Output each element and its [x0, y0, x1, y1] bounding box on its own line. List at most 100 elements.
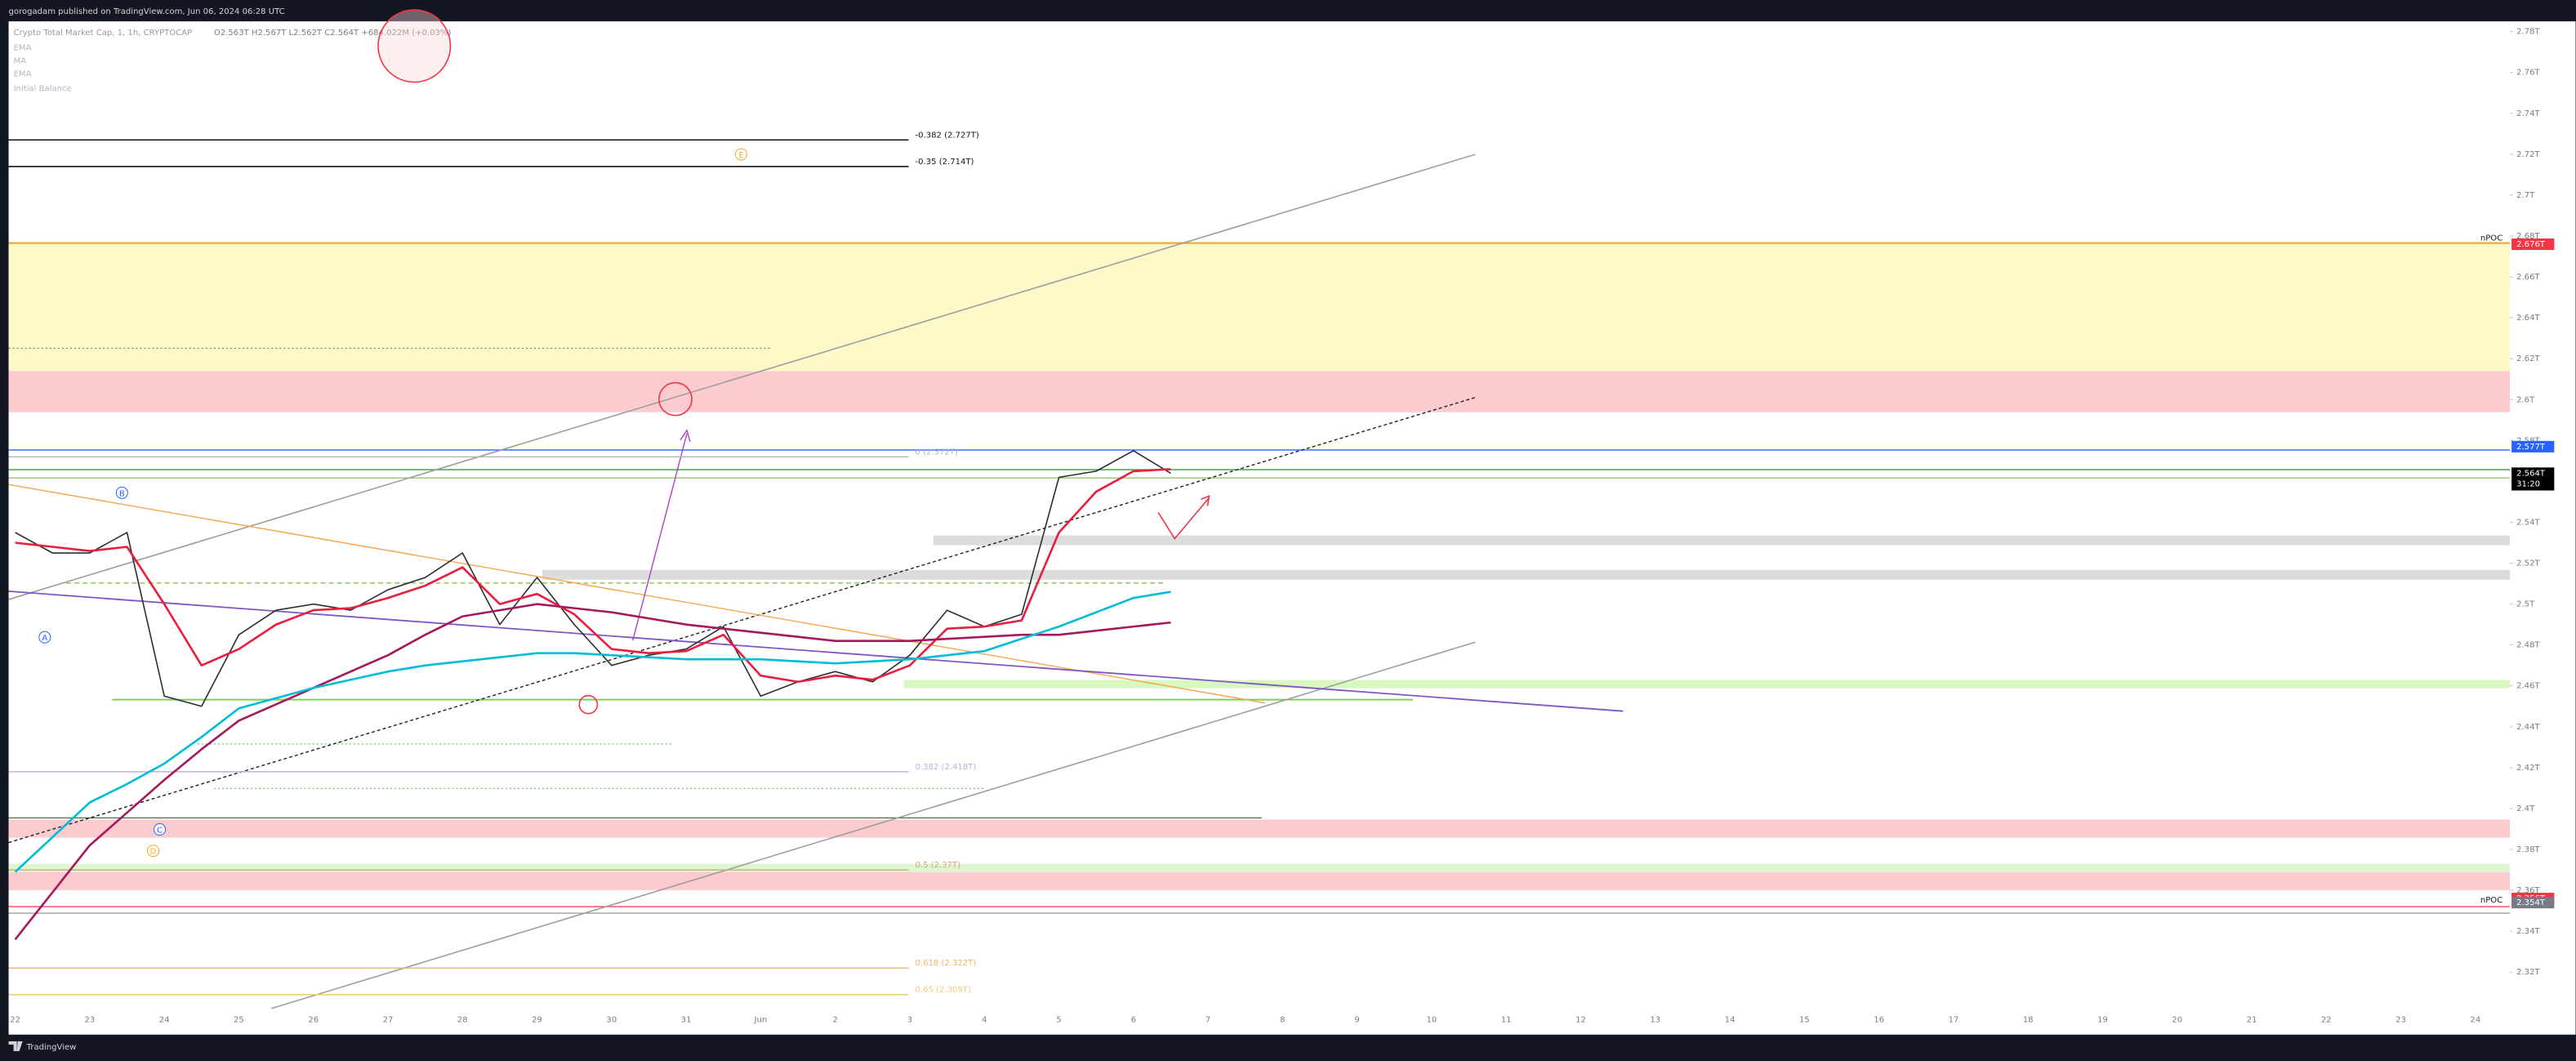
x-tick-label: 4: [982, 1016, 987, 1025]
wave-marker: [38, 631, 51, 644]
wave-label: C: [157, 826, 163, 835]
green-zone: [903, 680, 2511, 689]
wave-marker: [146, 845, 160, 858]
fib-label: 0.65 (2.309T): [916, 986, 971, 995]
x-tick-label: 18: [2023, 1016, 2034, 1025]
y-tick-label: 2.52T: [2516, 559, 2540, 568]
footer-bar: [0, 1034, 2576, 1061]
x-tick-label: 5: [1056, 1016, 1061, 1025]
legend-indicator: EMA: [14, 69, 32, 78]
x-tick-label: 15: [1799, 1016, 1810, 1025]
fib-label: 0.382 (2.418T): [916, 763, 977, 772]
fib-label: -0.382 (2.727T): [916, 131, 979, 140]
y-tick-label: 2.46T: [2516, 682, 2540, 691]
x-tick-label: 13: [1650, 1016, 1660, 1025]
fib-label: 0.618 (2.322T): [916, 959, 977, 968]
wave-label: D: [150, 848, 157, 857]
wave-label: B: [119, 489, 125, 498]
drawings: [8, 9, 2511, 1010]
wave-label: A: [42, 634, 47, 643]
x-tick-label: 3: [907, 1016, 912, 1025]
circle-marker: [658, 381, 693, 417]
support-zone: [8, 872, 2511, 890]
fib-label: 0 (2.572T): [916, 448, 958, 457]
x-tick-label: 24: [2470, 1016, 2480, 1025]
y-tick-label: 2.62T: [2516, 354, 2540, 363]
circle-marker: [578, 694, 599, 715]
y-tick-label: 2.72T: [2516, 150, 2540, 159]
price-badge: [2511, 238, 2555, 251]
trend-line: [8, 590, 1624, 712]
trend-line: [8, 484, 1265, 704]
y-tick-label: 2.74T: [2516, 109, 2540, 118]
x-tick-label: 23: [84, 1016, 95, 1025]
x-tick-label: 26: [308, 1016, 319, 1025]
price-badge-label: 2.676T: [2516, 240, 2546, 249]
header-text: gorogadam published on TradingView.com, …: [9, 7, 285, 16]
y-tick-label: 2.5T: [2516, 600, 2535, 609]
indicator-line: [14, 591, 1171, 873]
y-tick-label: 2.76T: [2516, 69, 2540, 78]
wave-marker: [115, 486, 128, 499]
x-tick-label: 25: [234, 1016, 244, 1025]
x-tick-label: 19: [2097, 1016, 2108, 1025]
wave-labels: A B C D E: [38, 148, 747, 858]
channel-line: [8, 154, 1476, 600]
circle-marker: [377, 9, 452, 83]
price-line: [15, 450, 1171, 707]
x-tick-label: 29: [532, 1016, 542, 1025]
x-tick-label: 31: [681, 1016, 692, 1025]
legend-symbol: Crypto Total Market Cap, 1, 1h, CRYPTOCA…: [14, 29, 193, 38]
gray-zone: [542, 569, 2511, 580]
y-tick-label: 2.78T: [2516, 28, 2540, 37]
supply-zone: [8, 241, 2511, 372]
indicator-line: [14, 603, 1171, 940]
y-tick-label: 2.66T: [2516, 273, 2540, 282]
x-tick-label: Jun: [754, 1016, 768, 1025]
legend-indicator: Initial Balance: [14, 85, 72, 94]
x-tick-label: 7: [1206, 1016, 1210, 1025]
y-tick-label: 2.4T: [2516, 805, 2535, 814]
trend-line: [8, 396, 1476, 844]
fib-label: -0.35 (2.714T): [916, 158, 974, 167]
wave-marker: [734, 148, 747, 161]
zones: [8, 241, 2511, 890]
x-tick-label: 16: [1874, 1016, 1884, 1025]
x-tick-label: 22: [2321, 1016, 2332, 1025]
legend-ohlc: O2.563T H2.567T L2.562T C2.564T +684.022…: [214, 29, 452, 38]
x-tick-label: 22: [10, 1016, 20, 1025]
tv-logo: [8, 1041, 23, 1051]
price-badge: [2511, 440, 2555, 452]
x-tick-label: 8: [1280, 1016, 1285, 1025]
x-tick-label: 21: [2247, 1016, 2257, 1025]
npoc-label: nPOC: [2480, 896, 2502, 905]
x-tick-label: 10: [1427, 1016, 1437, 1025]
fib-label: 0.5 (2.37T): [916, 861, 961, 870]
indicator-line: [15, 468, 1171, 684]
x-tick-label: 9: [1354, 1016, 1359, 1025]
y-tick-label: 2.34T: [2516, 927, 2540, 936]
price-badge: [2511, 467, 2555, 491]
x-tick-label: 11: [1501, 1016, 1512, 1025]
support-zone: [8, 819, 2511, 838]
price-badge-label: 2.577T: [2516, 443, 2546, 452]
y-tick-label: 2.6T: [2516, 395, 2535, 404]
gray-zone: [933, 535, 2511, 546]
x-tick-label: 24: [159, 1016, 170, 1025]
legend-indicator: MA: [14, 56, 27, 65]
y-tick-label: 2.64T: [2516, 314, 2540, 323]
y-tick-label: 2.32T: [2516, 968, 2540, 977]
x-tick-label: 23: [2396, 1016, 2406, 1025]
x-tick-label: 2: [832, 1016, 837, 1025]
countdown: 31:20: [2516, 479, 2540, 488]
channel-line: [271, 641, 1476, 1010]
price-badge-label: 2.564T: [2516, 469, 2546, 478]
wave-label: E: [738, 151, 743, 160]
y-tick-label: 2.36T: [2516, 886, 2540, 895]
x-tick-label: 17: [1948, 1016, 1959, 1025]
x-tick-label: 12: [1575, 1016, 1586, 1025]
y-tick-label: 2.42T: [2516, 764, 2540, 773]
x-tick-label: 27: [383, 1016, 394, 1025]
green-zone: [8, 863, 2511, 872]
